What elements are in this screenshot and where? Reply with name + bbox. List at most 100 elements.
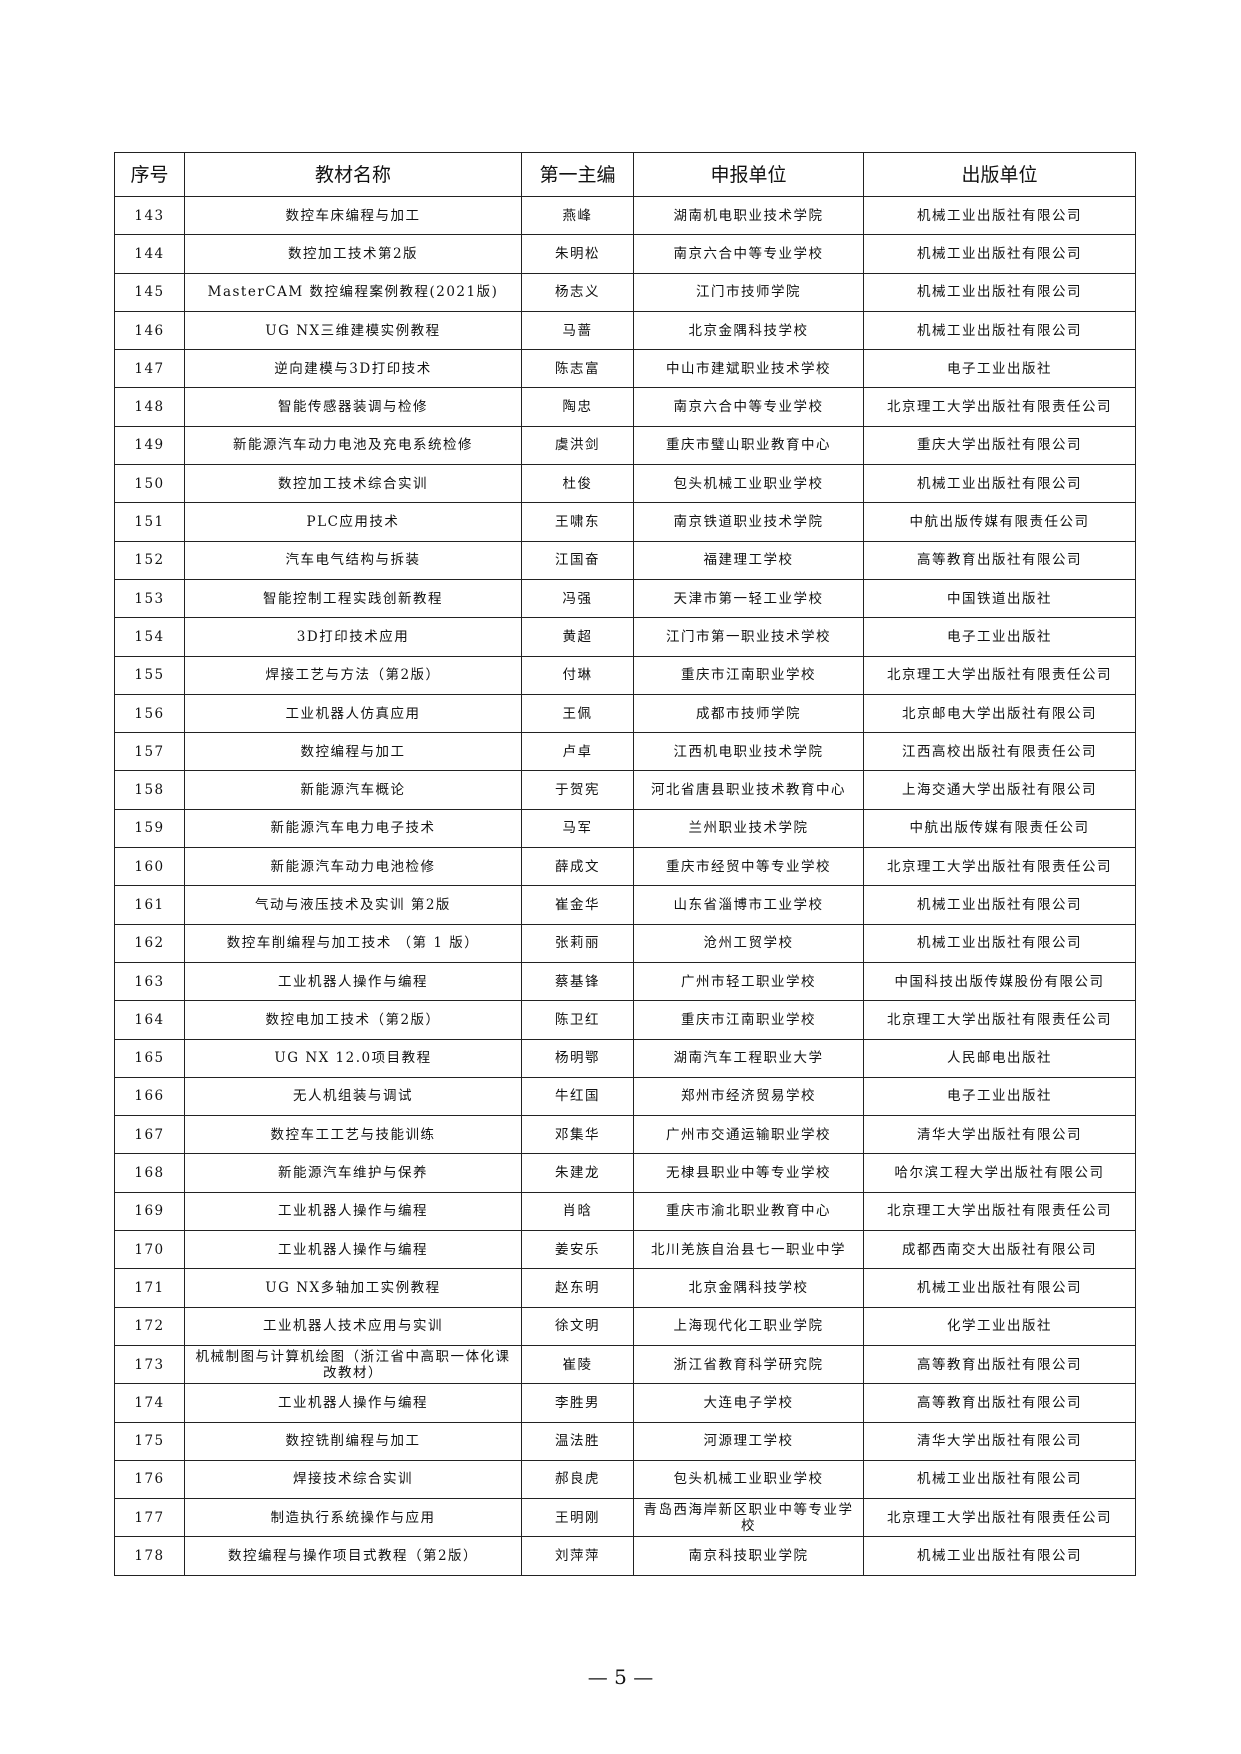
cell-chief-editor: 冯强 [521,578,634,619]
cell-chief-editor: 马蔷 [521,310,634,351]
cell-serial-number: 163 [114,961,185,1002]
cell-applying-unit: 福建理工学校 [633,540,864,580]
table-row: 172 工业机器人技术应用与实训 徐文明 上海现代化工职业学院 化学工业出版社 [114,1306,1136,1346]
table-row: 152 汽车电气结构与拆装 江国奋 福建理工学校 高等教育出版社有限公司 [114,540,1136,580]
cell-textbook-name: 智能传感器装调与检修 [184,387,522,427]
cell-textbook-name: 智能控制工程实践创新教程 [184,578,522,619]
cell-publisher: 机械工业出版社有限公司 [863,195,1136,236]
cell-textbook-name: 新能源汽车动力电池及充电系统检修 [184,425,522,466]
cell-publisher: 中航出版传媒有限责任公司 [863,502,1136,542]
cell-serial-number: 157 [114,732,185,772]
cell-applying-unit: 南京铁道职业技术学院 [633,502,864,542]
cell-serial-number: 168 [114,1153,185,1193]
cell-textbook-name: 工业机器人仿真应用 [184,693,522,734]
table-row: 146 UG NX三维建模实例教程 马蔷 北京金隅科技学校 机械工业出版社有限公司 [114,310,1136,351]
table-row: 164 数控电加工技术（第2版） 陈卫红 重庆市江南职业学校 北京理工大学出版社有限责任… [114,1000,1136,1040]
cell-chief-editor: 黄超 [521,617,634,657]
cell-serial-number: 145 [114,272,185,312]
cell-chief-editor: 温法胜 [521,1421,634,1461]
cell-chief-editor: 虞洪剑 [521,425,634,466]
cell-publisher: 成都西南交大出版社有限公司 [863,1230,1136,1270]
cell-serial-number: 152 [114,540,185,580]
cell-publisher: 机械工业出版社有限公司 [863,1536,1136,1576]
cell-publisher: 北京理工大学出版社有限责任公司 [863,1191,1136,1232]
header-textbook-name: 教材名称 [184,152,522,197]
table-row: 157 数控编程与加工 卢卓 江西机电职业技术学院 江西高校出版社有限责任公司 [114,732,1136,772]
cell-serial-number: 165 [114,1038,185,1078]
cell-textbook-name: 工业机器人技术应用与实训 [184,1306,522,1346]
cell-serial-number: 159 [114,808,185,849]
cell-textbook-name: 气动与液压技术及实训 第2版 [184,885,522,925]
table-row: 159 新能源汽车电力电子技术 马军 兰州职业技术学院 中航出版传媒有限责任公司 [114,808,1136,849]
cell-textbook-name: 新能源汽车概论 [184,770,522,810]
cell-publisher: 北京理工大学出版社有限责任公司 [863,387,1136,427]
cell-chief-editor: 朱明松 [521,234,634,274]
cell-chief-editor: 江国奋 [521,540,634,580]
header-chief-editor: 第一主编 [521,152,634,197]
cell-applying-unit: 上海现代化工职业学院 [633,1306,864,1346]
cell-chief-editor: 赵东明 [521,1268,634,1308]
cell-publisher: 电子工业出版社 [863,349,1136,389]
cell-chief-editor: 陈卫红 [521,1000,634,1040]
cell-applying-unit: 重庆市渝北职业教育中心 [633,1191,864,1232]
cell-publisher: 机械工业出版社有限公司 [863,923,1136,963]
cell-applying-unit: 中山市建斌职业技术学校 [633,349,864,389]
table-row: 178 数控编程与操作项目式教程（第2版） 刘萍萍 南京科技职业学院 机械工业出版社有限… [114,1536,1136,1576]
cell-chief-editor: 卢卓 [521,732,634,772]
cell-serial-number: 155 [114,655,185,695]
cell-applying-unit: 北川羌族自治县七一职业中学 [633,1230,864,1270]
cell-serial-number: 169 [114,1191,185,1232]
cell-textbook-name: 数控电加工技术（第2版） [184,1000,522,1040]
cell-publisher: 北京理工大学出版社有限责任公司 [863,1498,1136,1538]
cell-chief-editor: 徐文明 [521,1306,634,1346]
header-applying-unit: 申报单位 [633,152,864,197]
cell-applying-unit: 无棣县职业中等专业学校 [633,1153,864,1193]
table-row: 148 智能传感器装调与检修 陶忠 南京六合中等专业学校 北京理工大学出版社有限责任公司 [114,387,1136,427]
cell-applying-unit: 天津市第一轻工业学校 [633,578,864,619]
cell-publisher: 机械工业出版社有限公司 [863,1268,1136,1308]
table-row: 160 新能源汽车动力电池检修 薛成文 重庆市经贸中等专业学校 北京理工大学出版社有限责… [114,847,1136,887]
cell-serial-number: 166 [114,1076,185,1117]
textbook-table: 序号 教材名称 第一主编 申报单位 出版单位 143 数控车床编程与加工 燕峰 湖南机电职业技… [114,152,1136,1576]
cell-chief-editor: 姜安乐 [521,1230,634,1270]
cell-publisher: 机械工业出版社有限公司 [863,1459,1136,1500]
table-row: 144 数控加工技术第2版 朱明松 南京六合中等专业学校 机械工业出版社有限公司 [114,234,1136,274]
cell-textbook-name: 焊接工艺与方法（第2版） [184,655,522,695]
table-row: 166 无人机组装与调试 牛红国 郑州市经济贸易学校 电子工业出版社 [114,1076,1136,1117]
cell-applying-unit: 兰州职业技术学院 [633,808,864,849]
cell-textbook-name: 3D打印技术应用 [184,617,522,657]
cell-serial-number: 158 [114,770,185,810]
cell-textbook-name: 工业机器人操作与编程 [184,961,522,1002]
cell-serial-number: 174 [114,1383,185,1423]
cell-textbook-name: 机械制图与计算机绘图（浙江省中高职一体化课改教材） [184,1344,522,1385]
table-row: 158 新能源汽车概论 于贺宪 河北省唐县职业技术教育中心 上海交通大学出版社有限公司 [114,770,1136,810]
table-row: 170 工业机器人操作与编程 姜安乐 北川羌族自治县七一职业中学 成都西南交大出版社有限… [114,1230,1136,1270]
cell-publisher: 高等教育出版社有限公司 [863,1344,1136,1385]
table-row: 162 数控车削编程与加工技术 （第 1 版） 张莉丽 沧州工贸学校 机械工业出版社有限… [114,923,1136,963]
cell-publisher: 高等教育出版社有限公司 [863,540,1136,580]
cell-serial-number: 149 [114,425,185,466]
cell-publisher: 机械工业出版社有限公司 [863,272,1136,312]
cell-applying-unit: 北京金隅科技学校 [633,1268,864,1308]
cell-serial-number: 143 [114,195,185,236]
cell-applying-unit: 成都市技师学院 [633,693,864,734]
table-row: 175 数控铣削编程与加工 温法胜 河源理工学校 清华大学出版社有限公司 [114,1421,1136,1461]
cell-textbook-name: 新能源汽车维护与保养 [184,1153,522,1193]
table-row: 168 新能源汽车维护与保养 朱建龙 无棣县职业中等专业学校 哈尔滨工程大学出版社有限公… [114,1153,1136,1193]
cell-serial-number: 160 [114,847,185,887]
cell-serial-number: 173 [114,1344,185,1385]
cell-publisher: 化学工业出版社 [863,1306,1136,1346]
cell-chief-editor: 王啸东 [521,502,634,542]
cell-chief-editor: 张莉丽 [521,923,634,963]
cell-publisher: 人民邮电出版社 [863,1038,1136,1078]
cell-applying-unit: 北京金隅科技学校 [633,310,864,351]
cell-applying-unit: 南京科技职业学院 [633,1536,864,1576]
cell-textbook-name: UG NX 12.0项目教程 [184,1038,522,1078]
cell-applying-unit: 江门市第一职业技术学校 [633,617,864,657]
cell-chief-editor: 薛成文 [521,847,634,887]
cell-publisher: 中国铁道出版社 [863,578,1136,619]
table-row: 154 3D打印技术应用 黄超 江门市第一职业技术学校 电子工业出版社 [114,617,1136,657]
cell-publisher: 机械工业出版社有限公司 [863,234,1136,274]
cell-serial-number: 164 [114,1000,185,1040]
cell-textbook-name: 无人机组装与调试 [184,1076,522,1117]
